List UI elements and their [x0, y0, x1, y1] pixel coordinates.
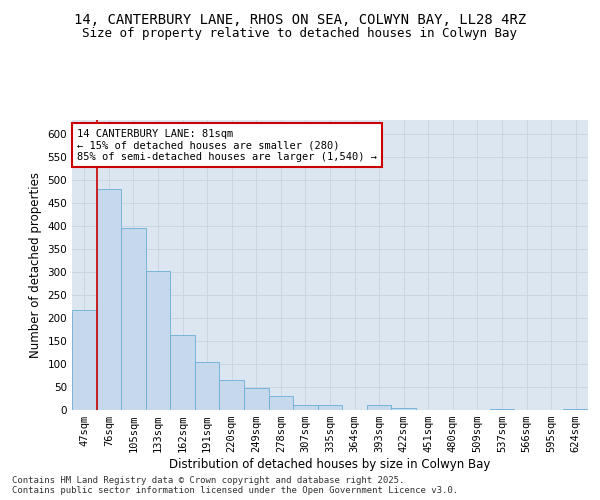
- Bar: [97, 189, 121, 410]
- Text: Size of property relative to detached houses in Colwyn Bay: Size of property relative to detached ho…: [83, 28, 517, 40]
- Bar: [293, 406, 318, 410]
- Bar: [146, 271, 170, 410]
- Bar: [563, 409, 588, 410]
- Bar: [367, 406, 391, 410]
- Bar: [490, 409, 514, 410]
- Text: Contains HM Land Registry data © Crown copyright and database right 2025.
Contai: Contains HM Land Registry data © Crown c…: [12, 476, 458, 495]
- Bar: [391, 408, 416, 410]
- Bar: [170, 335, 195, 410]
- Bar: [244, 388, 269, 410]
- Bar: [220, 380, 244, 410]
- Text: 14, CANTERBURY LANE, RHOS ON SEA, COLWYN BAY, LL28 4RZ: 14, CANTERBURY LANE, RHOS ON SEA, COLWYN…: [74, 12, 526, 26]
- Text: 14 CANTERBURY LANE: 81sqm
← 15% of detached houses are smaller (280)
85% of semi: 14 CANTERBURY LANE: 81sqm ← 15% of detac…: [77, 128, 377, 162]
- Bar: [121, 228, 146, 410]
- X-axis label: Distribution of detached houses by size in Colwyn Bay: Distribution of detached houses by size …: [169, 458, 491, 471]
- Bar: [318, 406, 342, 410]
- Bar: [269, 396, 293, 410]
- Bar: [195, 362, 220, 410]
- Bar: [72, 310, 97, 410]
- Y-axis label: Number of detached properties: Number of detached properties: [29, 172, 42, 358]
